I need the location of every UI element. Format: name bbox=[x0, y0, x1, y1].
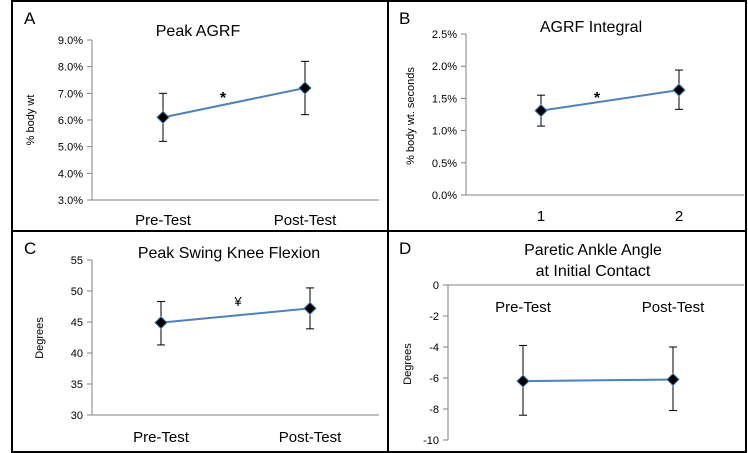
panel-a-ticks: 3.0% 4.0% 5.0% 6.0% 7.0% 8.0% 9.0% bbox=[58, 35, 92, 207]
panel-b-y-tick-label: 1.0% bbox=[432, 126, 457, 138]
panel-c-ticks: 30 35 40 45 50 55 bbox=[71, 255, 92, 422]
panel-c-data-point bbox=[303, 301, 317, 316]
panel-b-significance-marker: * bbox=[594, 90, 601, 107]
panel-b-y-tick-label: 0.5% bbox=[432, 158, 457, 170]
panel-b-y-axis-label: % body wt. seconds bbox=[405, 67, 417, 165]
panel-d-x-tick-label-1: Pre-Test bbox=[495, 299, 552, 316]
panel-c-letter: C bbox=[24, 239, 36, 258]
panel-d-data-point bbox=[666, 372, 680, 387]
panel-b-data-point bbox=[672, 83, 686, 97]
panel-c-y-tick-label: 35 bbox=[71, 379, 83, 391]
panel-d-series-line bbox=[522, 378, 674, 383]
panel-b-y-tick-label: 2.0% bbox=[432, 61, 457, 73]
panel-d: D Paretic Ankle Angle at Initial Contact… bbox=[399, 239, 744, 447]
panel-a-y-tick-label: 5.0% bbox=[58, 142, 83, 154]
panel-d-y-tick-label: -2 bbox=[429, 311, 439, 323]
panel-a-y-tick-label: 3.0% bbox=[58, 195, 83, 207]
panel-b-x-tick-label-2: 2 bbox=[675, 208, 683, 225]
panel-a-significance-marker: * bbox=[220, 90, 227, 107]
panel-c-data-point bbox=[154, 315, 168, 330]
panel-a-y-tick-label: 7.0% bbox=[58, 88, 83, 100]
panel-b-y-tick-label: 0.0% bbox=[432, 190, 457, 202]
panel-d-y-tick-label: -8 bbox=[429, 404, 439, 416]
panel-a-y-tick-label: 4.0% bbox=[58, 168, 83, 180]
panel-c-significance-marker: ¥ bbox=[233, 294, 242, 309]
panel-c-x-tick-label-2: Post-Test bbox=[279, 429, 342, 446]
panel-b: B AGRF Integral % body wt. seconds 0.0%0… bbox=[399, 9, 744, 225]
panel-b-letter: B bbox=[399, 9, 410, 28]
panel-a-y-axis-label: % body wt bbox=[25, 95, 37, 146]
panel-a-x-tick-label-2: Post-Test bbox=[274, 212, 337, 229]
panel-c-y-tick-label: 45 bbox=[71, 317, 83, 329]
panel-b-y-tick-label: 2.5% bbox=[432, 29, 457, 41]
panel-b-y-tick-label: 1.5% bbox=[432, 93, 457, 105]
panel-a-data-point bbox=[156, 110, 170, 125]
panel-a: A Peak AGRF % body wt 3.0% 4.0% 5.0% 6.0% 7.… bbox=[24, 9, 379, 229]
panel-c-y-axis-label: Degrees bbox=[34, 317, 46, 359]
panel-a-title: Peak AGRF bbox=[156, 23, 241, 40]
panel-c-series-line bbox=[160, 307, 311, 324]
panel-a-y-tick-label: 8.0% bbox=[58, 62, 83, 74]
panel-d-marks bbox=[516, 344, 680, 416]
panel-a-x-tick-label-1: Pre-Test bbox=[135, 212, 192, 229]
panel-b-x-tick-label-1: 1 bbox=[537, 208, 545, 225]
panel-d-letter: D bbox=[399, 239, 411, 258]
panel-d-data-point bbox=[516, 374, 530, 388]
panel-a-marks bbox=[156, 60, 312, 142]
panel-c: C Peak Swing Knee Flexion Degrees 30 35 40… bbox=[24, 239, 379, 446]
panel-d-title-line-1: Paretic Ankle Angle bbox=[524, 242, 662, 259]
panel-b-series-line bbox=[540, 89, 680, 112]
panel-a-y-tick-label: 9.0% bbox=[58, 35, 83, 47]
panel-d-y-tick-label: -6 bbox=[429, 373, 439, 385]
panel-a-y-tick-label: 6.0% bbox=[58, 115, 83, 127]
panel-b-ticks: 0.0% 0.5% 1.0% 1.5% 2.0% 2.5% bbox=[432, 29, 466, 202]
panel-b-marks bbox=[534, 69, 686, 127]
panel-d-y-tick-label: 0 bbox=[433, 280, 439, 292]
panel-c-y-tick-label: 50 bbox=[71, 286, 83, 298]
panel-frame-outer bbox=[11, 0, 747, 453]
panel-c-title: Peak Swing Knee Flexion bbox=[138, 245, 320, 262]
panel-d-y-axis-label: Degrees bbox=[402, 343, 414, 385]
panel-b-title: AGRF Integral bbox=[540, 19, 642, 36]
panel-b-data-point bbox=[534, 103, 548, 118]
panel-a-letter: A bbox=[24, 9, 36, 28]
panel-d-x-tick-label-2: Post-Test bbox=[642, 299, 705, 316]
panel-c-marks bbox=[154, 287, 317, 346]
panel-a-data-point bbox=[298, 81, 312, 95]
panel-c-x-tick-label-1: Pre-Test bbox=[133, 429, 190, 446]
panel-d-y-tick-label: -4 bbox=[429, 342, 439, 354]
panel-d-ticks: -10 -8 -6 -4 -2 0 bbox=[423, 280, 448, 447]
panel-c-y-tick-label: 30 bbox=[71, 410, 83, 422]
panel-d-title-line-2: at Initial Contact bbox=[536, 263, 651, 280]
panel-c-y-tick-label: 55 bbox=[71, 255, 83, 267]
panel-a-series-line bbox=[162, 87, 306, 119]
panel-d-y-tick-label: -10 bbox=[423, 435, 439, 447]
panel-c-y-tick-label: 40 bbox=[71, 348, 83, 360]
